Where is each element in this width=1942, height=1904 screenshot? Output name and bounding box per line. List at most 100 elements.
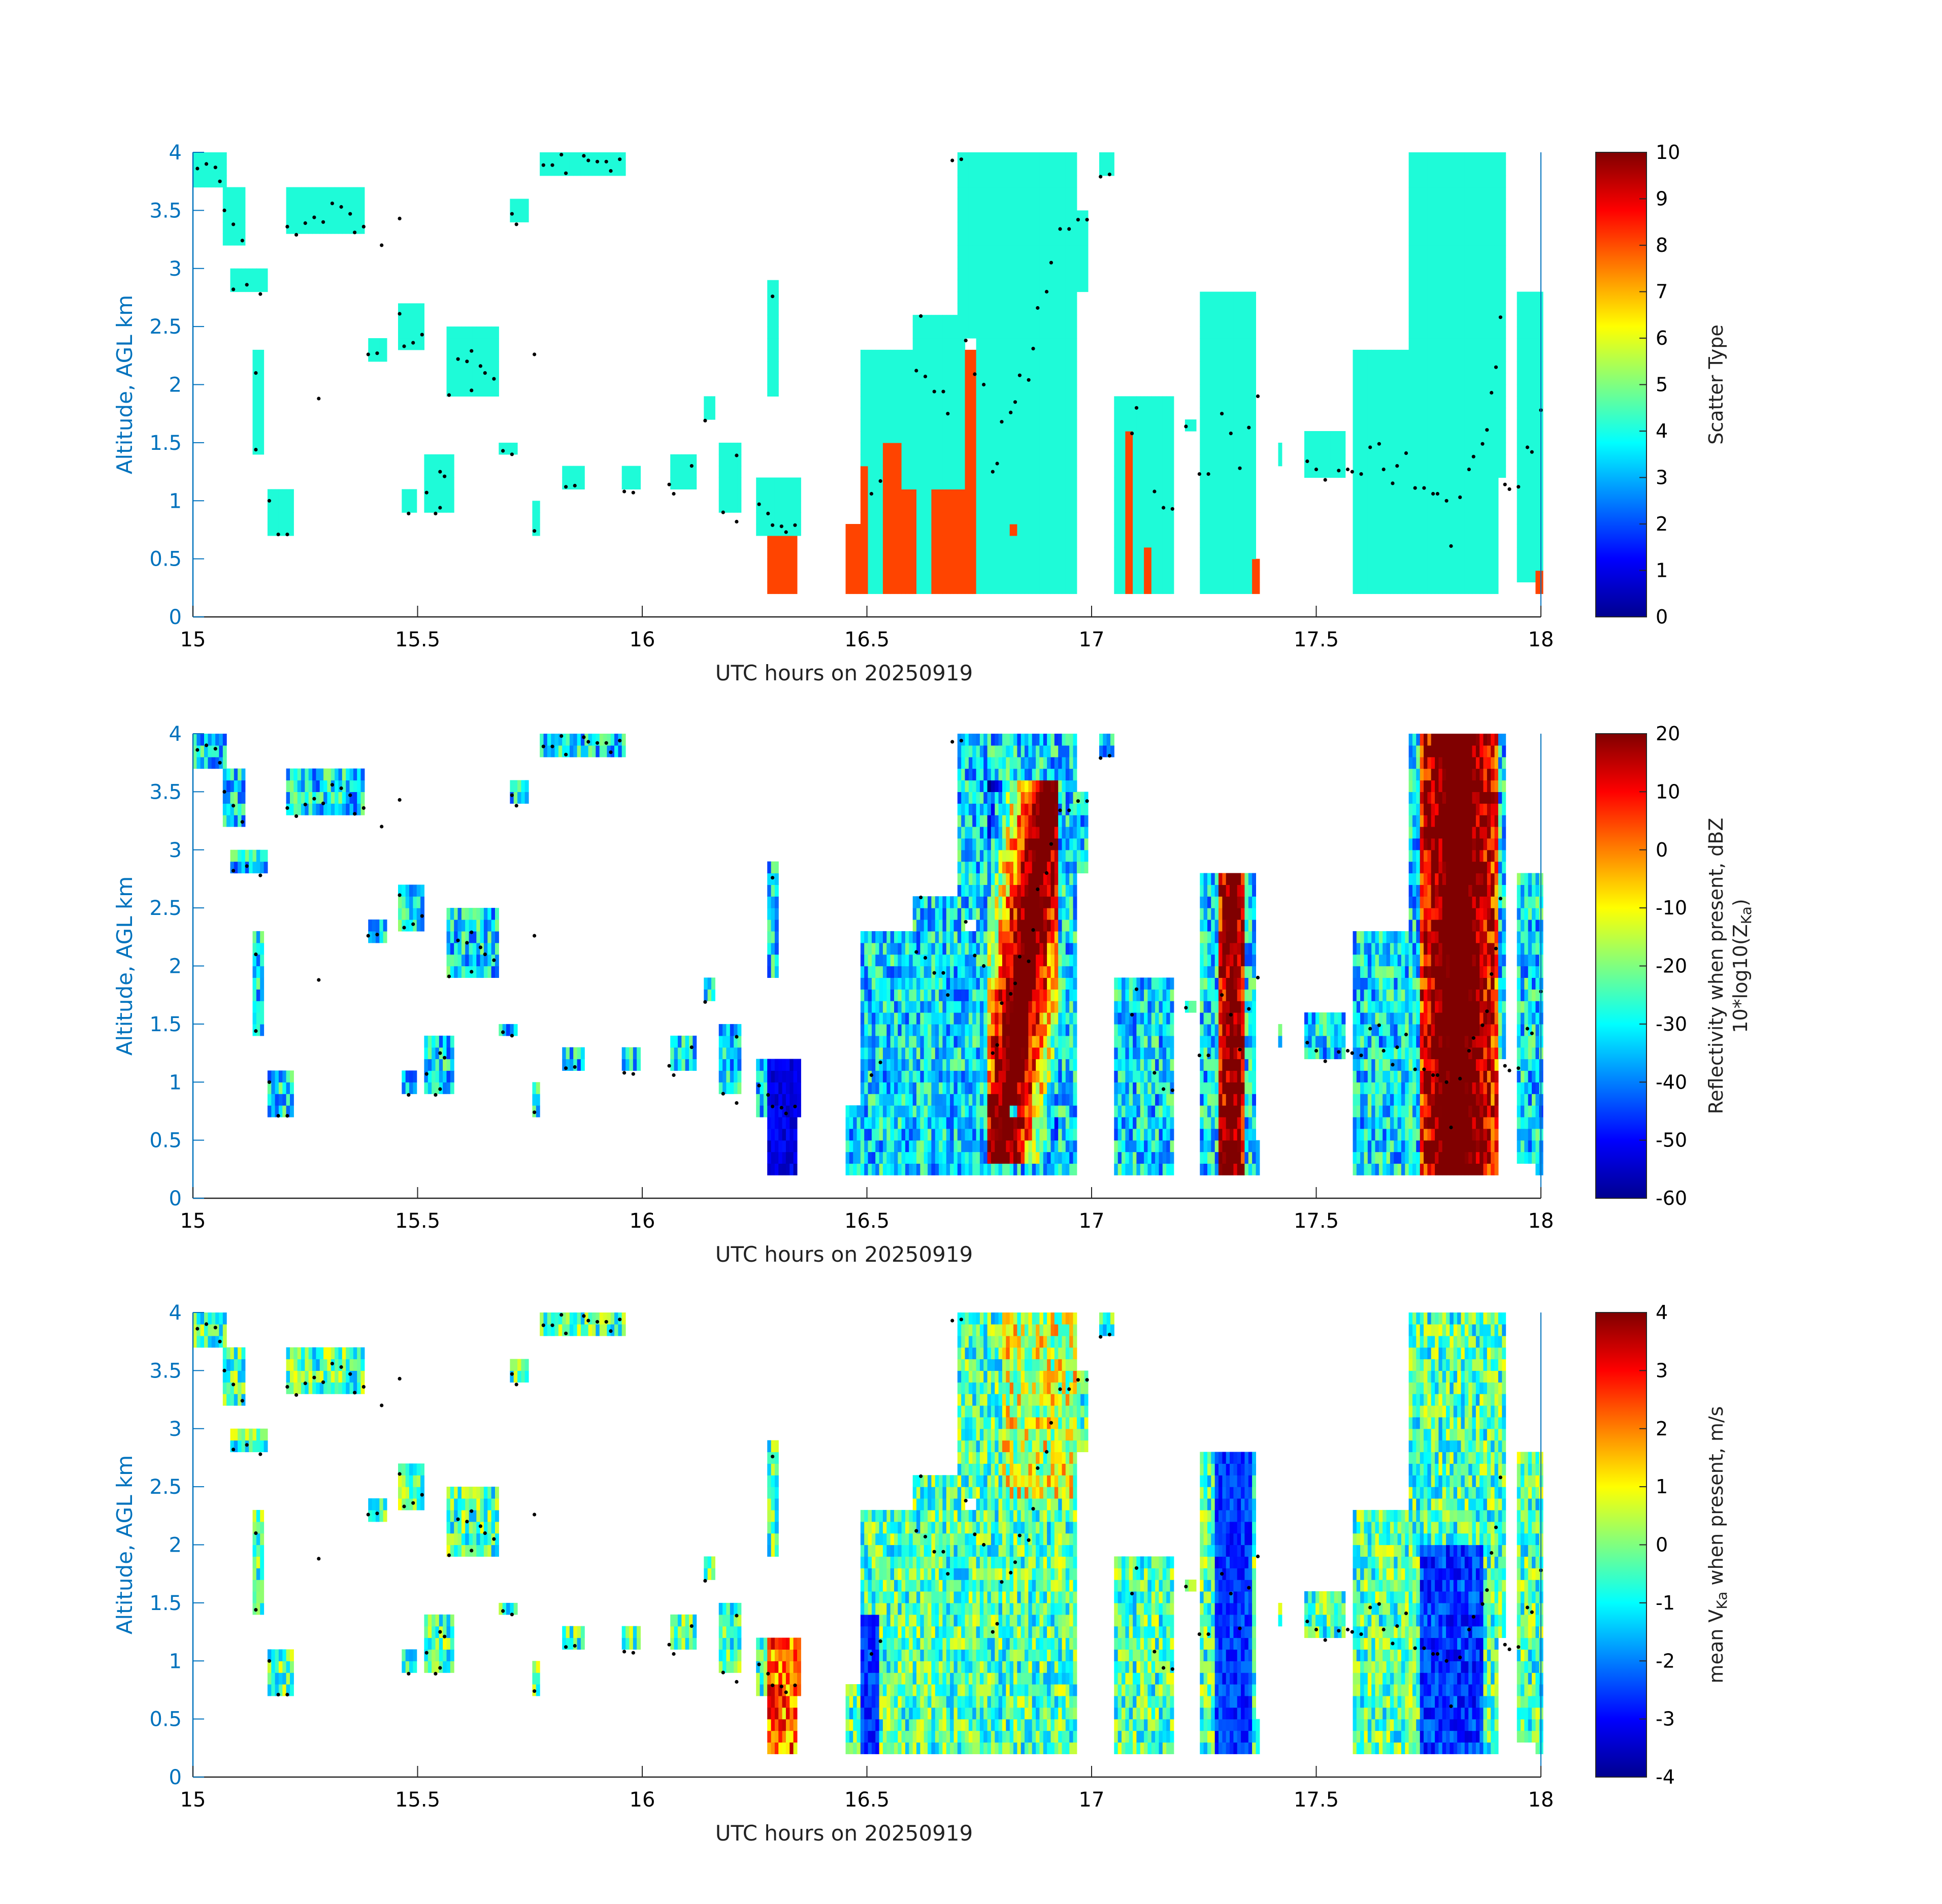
heatmap-cell (1438, 512, 1443, 524)
heatmap-cell (226, 815, 231, 827)
heatmap-cell (1047, 163, 1051, 176)
heatmap-cell (1468, 489, 1473, 501)
heatmap-cell (875, 419, 880, 432)
heatmap-cell (1073, 442, 1077, 455)
heatmap-cell (256, 419, 260, 432)
heatmap-cell (1237, 303, 1241, 315)
heatmap-cell (871, 477, 876, 489)
heatmap-cell (901, 582, 906, 594)
heatmap-cell (1457, 535, 1461, 548)
heatmap-cell (338, 222, 343, 234)
heatmap-cell (495, 373, 499, 385)
heatmap-cell (342, 199, 346, 211)
heatmap-cell (998, 431, 1003, 443)
heatmap-cell (987, 175, 992, 188)
heatmap-cell (774, 477, 779, 489)
heatmap-cell (1084, 280, 1089, 292)
heatmap-cell (1412, 524, 1417, 536)
heatmap-cell (1006, 559, 1010, 571)
heatmap-cell (939, 547, 943, 560)
heatmap-cell (290, 489, 294, 501)
heatmap-cell (1457, 570, 1461, 582)
heatmap-cell (1450, 338, 1454, 350)
heatmap-cell (920, 373, 925, 385)
heatmap-cell (230, 187, 235, 200)
heatmap-cell (1013, 163, 1017, 176)
heatmap-cell (1427, 477, 1432, 489)
heatmap-cell (1069, 315, 1074, 327)
heatmap-cell (1028, 303, 1033, 315)
heatmap-cell (935, 512, 939, 524)
heatmap-cell (1017, 163, 1022, 176)
heatmap-cell (1450, 268, 1454, 281)
heatmap-cell (995, 291, 999, 304)
heatmap-cell (327, 187, 332, 200)
heatmap-cell (1129, 419, 1133, 432)
heatmap-cell (1050, 419, 1055, 432)
heatmap-cell (771, 559, 775, 571)
heatmap-cell (1438, 489, 1443, 501)
heatmap-cell (1237, 512, 1241, 524)
heatmap-cell (234, 792, 238, 804)
heatmap-cell (1036, 222, 1040, 234)
heatmap-cell (1241, 501, 1245, 513)
heatmap-cell (1408, 570, 1413, 582)
heatmap-cell (1140, 419, 1144, 432)
heatmap-cell (1203, 512, 1208, 524)
heatmap-cell (1222, 582, 1227, 594)
heatmap-cell (1338, 454, 1342, 467)
heatmap-cell (1233, 501, 1238, 513)
heatmap-cell (1133, 535, 1137, 548)
heatmap-cell (979, 454, 984, 467)
heatmap-cell (222, 199, 227, 211)
heatmap-cell (912, 466, 917, 478)
cloud-base-point (267, 499, 272, 503)
heatmap-cell (1069, 512, 1074, 524)
heatmap-cell (1468, 408, 1473, 420)
heatmap-cell (1125, 431, 1130, 443)
heatmap-cell (1412, 501, 1417, 513)
heatmap-cell (1394, 419, 1398, 432)
heatmap-cell (1203, 582, 1208, 594)
heatmap-cell (1162, 489, 1167, 501)
heatmap-cell (771, 338, 775, 350)
heatmap-cell (1226, 396, 1230, 408)
heatmap-cell (1319, 466, 1324, 478)
heatmap-cell (1069, 175, 1074, 188)
heatmap-cell (1446, 245, 1450, 257)
heatmap-cell (1420, 338, 1424, 350)
heatmap-cell (785, 524, 790, 536)
heatmap-cell (626, 477, 630, 489)
cloud-base-point (1220, 412, 1224, 416)
heatmap-cell (1367, 547, 1372, 560)
heatmap-cell (1147, 431, 1152, 443)
heatmap-cell (991, 535, 995, 548)
heatmap-cell (1457, 454, 1461, 467)
heatmap-cell (1222, 489, 1227, 501)
heatmap-cell (1475, 210, 1480, 222)
heatmap-cell (890, 431, 895, 443)
heatmap-cell (998, 222, 1003, 234)
heatmap-cell (1498, 291, 1502, 304)
heatmap-cell (1535, 303, 1540, 315)
heatmap-cell (1502, 175, 1506, 188)
heatmap-cell (1475, 187, 1480, 200)
heatmap-cell (1222, 338, 1227, 350)
heatmap-cell (979, 489, 984, 501)
heatmap-cell (1521, 326, 1525, 339)
heatmap-cell (928, 547, 932, 560)
heatmap-cell (1241, 408, 1245, 420)
heatmap-cell (1166, 408, 1171, 420)
heatmap-cell (1498, 245, 1502, 257)
heatmap-cell (939, 466, 943, 478)
heatmap-cell (868, 384, 872, 397)
heatmap-cell (1200, 559, 1204, 571)
heatmap-cell (1159, 477, 1163, 489)
heatmap-cell (767, 477, 772, 489)
heatmap-cell (1438, 559, 1443, 571)
heatmap-cell (230, 768, 235, 781)
heatmap-cell (998, 315, 1003, 327)
heatmap-cell (995, 535, 999, 548)
heatmap-cell (1394, 501, 1398, 513)
heatmap-cell (480, 361, 484, 374)
